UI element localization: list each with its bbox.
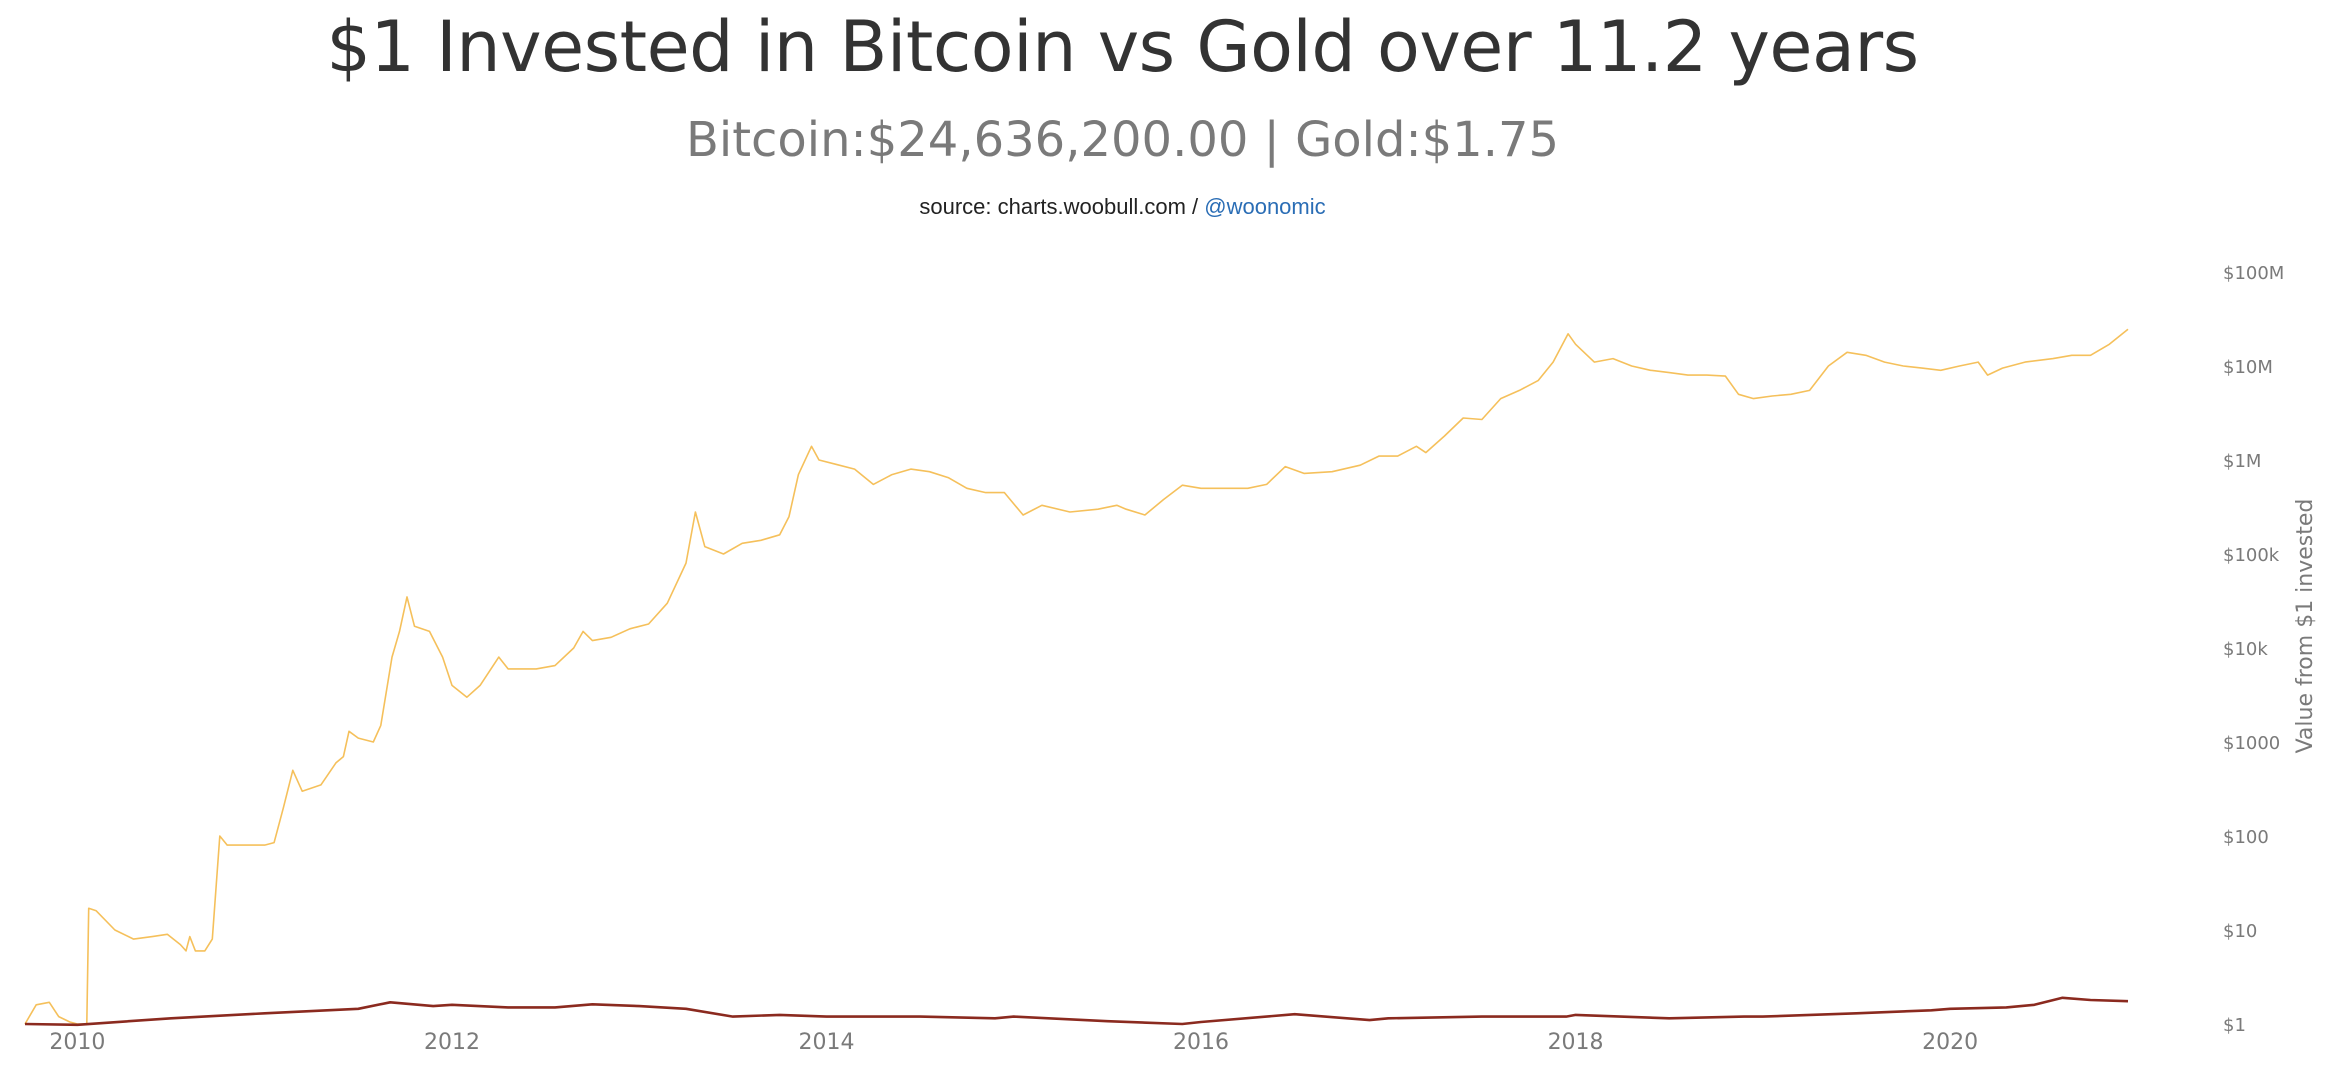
x-tick-label: 2014 <box>798 1030 854 1055</box>
y-tick-label: $1 <box>2223 1015 2246 1036</box>
source-prefix: source: charts.woobull.com / <box>919 194 1205 219</box>
y-tick-label: $10 <box>2223 921 2257 942</box>
x-tick-label: 2018 <box>1548 1030 1604 1055</box>
bitcoin-series-line <box>24 328 2129 1025</box>
y-tick-label: $100M <box>2223 263 2284 284</box>
y-axis: $1 $10 $100 $1000 $10k $100k $1M $10M $100M <box>2223 263 2284 1036</box>
plot-area <box>24 328 2129 1027</box>
x-axis: 2010 2012 2014 2016 2018 2020 <box>49 1030 1978 1055</box>
gold-series-line <box>24 996 2129 1027</box>
y-tick-label: $10M <box>2223 357 2273 378</box>
source-handle-link[interactable]: @woonomic <box>1204 194 1326 219</box>
chart-title: $1 Invested in Bitcoin vs Gold over 11.2… <box>326 6 1919 88</box>
x-tick-label: 2016 <box>1173 1030 1229 1055</box>
y-axis-label: Value from $1 invested <box>2293 499 2318 754</box>
chart-subtitle: Bitcoin:$24,636,200.00 | Gold:$1.75 <box>685 112 1560 168</box>
source-line: source: charts.woobull.com / @woonomic <box>0 194 2245 220</box>
y-tick-label: $1000 <box>2223 733 2280 754</box>
x-tick-label: 2010 <box>49 1030 105 1055</box>
x-tick-label: 2020 <box>1922 1030 1978 1055</box>
y-tick-label: $100k <box>2223 545 2280 566</box>
x-tick-label: 2012 <box>424 1030 480 1055</box>
y-tick-label: $10k <box>2223 639 2268 660</box>
y-tick-label: $1M <box>2223 451 2261 472</box>
y-tick-label: $100 <box>2223 827 2269 848</box>
